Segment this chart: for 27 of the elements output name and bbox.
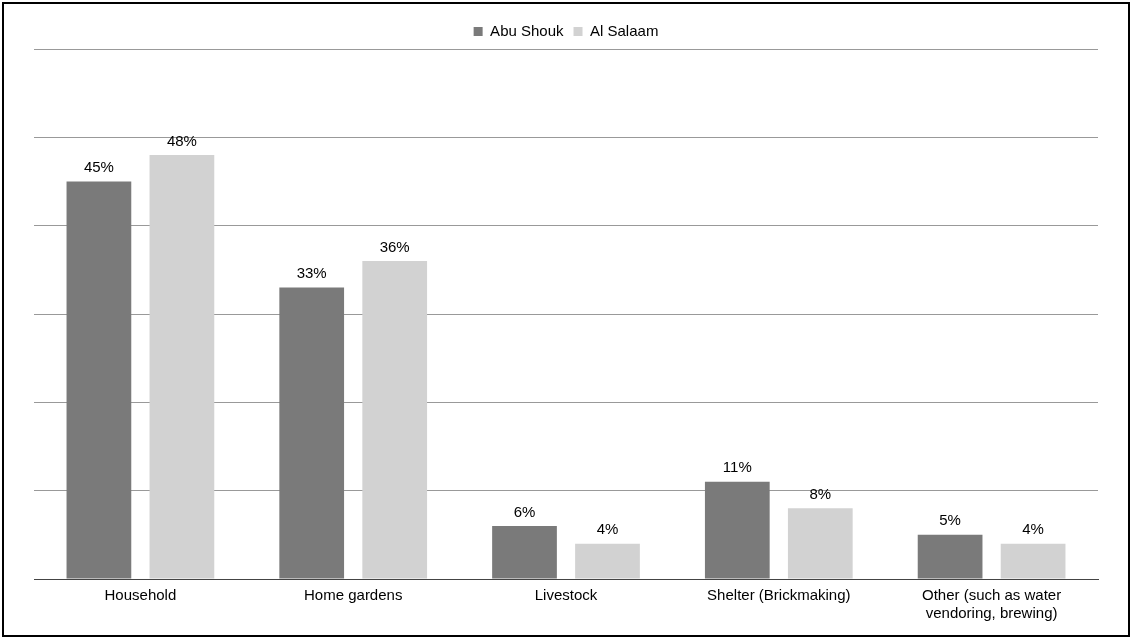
data-label: 4% [596, 520, 619, 538]
bar [787, 508, 853, 579]
data-label: 4% [1022, 520, 1044, 538]
data-label: 5% [939, 511, 961, 529]
legend-label: Al Salaam [590, 21, 659, 39]
bar [704, 481, 770, 579]
data-label: 8% [809, 484, 832, 502]
legend-label: Abu Shouk [490, 21, 565, 39]
data-label: 45% [83, 158, 114, 176]
x-tick-label: Shelter (Brickmaking) [707, 586, 851, 604]
data-label: 36% [379, 237, 410, 255]
x-tick-label: Livestock [534, 586, 598, 604]
x-tick-label: Other (such as water vendoring, brewing) [921, 586, 1062, 622]
bar [362, 261, 428, 579]
data-label: 48% [166, 131, 197, 149]
bar [917, 534, 983, 579]
bar [149, 155, 215, 579]
bar [575, 543, 640, 579]
x-tick-label: Household [104, 586, 177, 604]
bar [1000, 543, 1066, 579]
bar [492, 526, 557, 579]
data-label: 6% [513, 502, 536, 520]
data-label: 11% [722, 458, 752, 476]
x-tick-label: Home gardens [304, 586, 403, 604]
data-label: 33% [296, 264, 327, 282]
bar [66, 181, 132, 579]
bar [279, 287, 345, 579]
